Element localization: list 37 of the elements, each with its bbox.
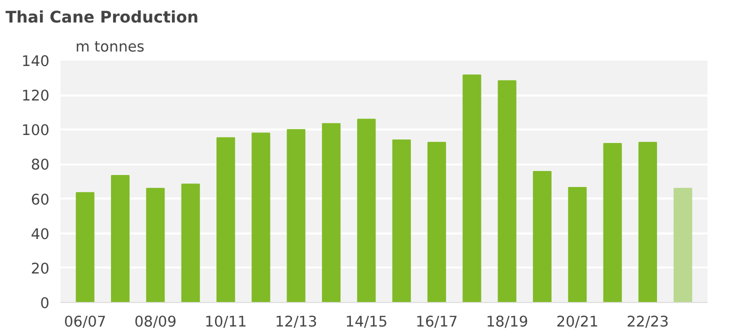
bar xyxy=(603,142,622,302)
y-tick-label: 0 xyxy=(40,295,50,312)
x-tick-label: 10/11 xyxy=(204,314,247,330)
y-tick-label: 100 xyxy=(22,122,50,140)
bar xyxy=(286,129,306,302)
bar xyxy=(532,170,552,302)
bar xyxy=(427,142,446,302)
chart-title: Thai Cane Production xyxy=(6,8,198,26)
x-tick-label: 22/23 xyxy=(626,314,669,330)
bar xyxy=(674,188,692,302)
x-tick-label: 20/21 xyxy=(556,314,599,330)
x-tick-label: 06/07 xyxy=(64,314,106,330)
x-tick-label: 14/15 xyxy=(345,314,388,330)
bar xyxy=(76,192,94,302)
y-tick-label: 40 xyxy=(30,226,50,243)
bar xyxy=(110,174,130,302)
y-tick-label: 60 xyxy=(30,191,50,208)
x-tick-label: 18/19 xyxy=(486,314,528,330)
bar xyxy=(392,140,411,302)
bar xyxy=(357,118,376,302)
y-tick-label: 140 xyxy=(22,53,50,70)
bar xyxy=(252,132,270,302)
x-tick-label: 12/13 xyxy=(274,314,318,330)
bar xyxy=(216,137,236,302)
bar xyxy=(568,187,587,302)
y-tick-label: 120 xyxy=(22,88,50,105)
bar xyxy=(322,123,341,302)
bar xyxy=(462,74,482,302)
y-tick-label: 20 xyxy=(30,260,50,278)
x-tick-label: 08/09 xyxy=(134,314,177,330)
bar xyxy=(146,188,165,302)
bar xyxy=(638,142,658,302)
x-tick-label: 16/17 xyxy=(416,314,458,330)
y-tick-label: 80 xyxy=(30,156,50,174)
y-axis-title: m tonnes xyxy=(76,38,144,56)
bar xyxy=(498,80,516,302)
bar xyxy=(181,184,200,302)
